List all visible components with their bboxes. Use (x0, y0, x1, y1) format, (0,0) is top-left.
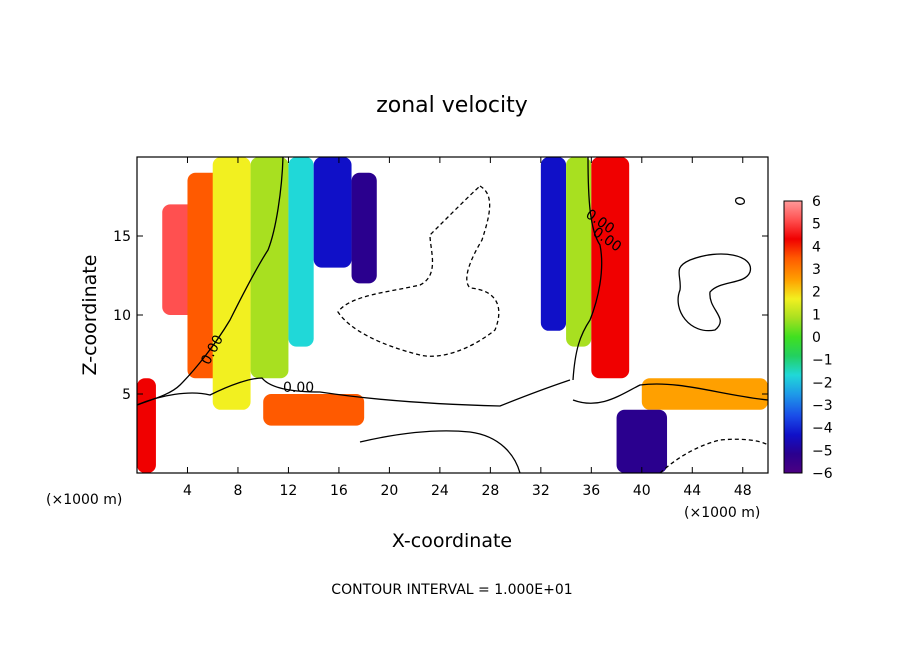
field-band-4 (250, 157, 289, 379)
y-tick-label: 10 (113, 308, 131, 324)
x-axis-label: X-coordinate (392, 530, 512, 552)
colorbar-tick-label: −4 (812, 421, 833, 437)
x-unit-label-left: (×1000 m) (46, 492, 122, 508)
field-band-7 (351, 172, 377, 284)
colorbar-tick-label: −6 (812, 466, 833, 482)
colorbar-tick-label: 0 (812, 330, 821, 346)
contour-interval-note: CONTOUR INTERVAL = 1.000E+01 (331, 582, 572, 598)
field-band-0 (137, 378, 156, 473)
zero-contour-low-box (359, 430, 521, 473)
field-band-9 (540, 157, 567, 331)
x-tick-label: 16 (330, 483, 348, 499)
field-band-13 (616, 409, 668, 473)
colorbar-tick-label: 1 (812, 307, 821, 323)
colorbar-tick-label: 3 (812, 262, 821, 278)
colorbar-ticks: 6 5 4 3 2 1 0 −1 −2 −3 −4 −5 −6 (812, 194, 833, 482)
zero-contour-right (572, 157, 603, 381)
colorbar-tick-label: −2 (812, 375, 833, 391)
colorbar-tick-label: 5 (812, 217, 821, 233)
x-tick-label: 12 (280, 483, 298, 499)
colorbar-tick-label: 6 (812, 194, 821, 210)
x-tick-label: 20 (380, 483, 398, 499)
x-tick-label: 4 (183, 483, 192, 499)
y-tick-label: 5 (122, 387, 131, 403)
colorbar (783, 200, 803, 474)
field-band-12 (641, 378, 768, 410)
field-band-6 (313, 157, 352, 268)
colorbar-tick-label: −5 (812, 443, 833, 459)
colorbar-tick-label: −3 (812, 398, 833, 414)
x-tick-label: 44 (683, 483, 701, 499)
y-axis-label: Z-coordinate (79, 255, 101, 376)
chart-title: zonal velocity (376, 93, 528, 118)
small-loop (734, 197, 746, 205)
x-tick-label: 32 (532, 483, 550, 499)
velocity-field (137, 157, 768, 473)
colorbar-tick-label: −1 (812, 353, 833, 369)
x-tick-label: 40 (633, 483, 651, 499)
field-band-5 (288, 157, 314, 347)
zero-contour-lower (137, 377, 571, 407)
colorbar-tick-label: 4 (812, 239, 821, 255)
negative-contour-center (337, 185, 500, 357)
zero-contour-right-loop (677, 253, 751, 332)
field-band-11 (591, 157, 630, 379)
x-tick-label: 28 (481, 483, 499, 499)
y-tick-label: 15 (113, 229, 131, 245)
x-tick-label: 48 (734, 483, 752, 499)
colorbar-tick-label: 2 (812, 285, 821, 301)
negative-contour-lower-right (659, 438, 768, 473)
zero-contour-left (137, 157, 284, 406)
x-tick-label: 24 (431, 483, 449, 499)
x-unit-label-right: (×1000 m) (684, 505, 760, 521)
field-band-3 (212, 157, 251, 410)
field-band-10 (566, 157, 592, 347)
field-band-8 (263, 394, 365, 426)
contour-label-mid: 0.00 (283, 380, 314, 396)
zero-contour-east (572, 383, 768, 404)
x-tick-label: 8 (233, 483, 242, 499)
x-tick-label: 36 (582, 483, 600, 499)
